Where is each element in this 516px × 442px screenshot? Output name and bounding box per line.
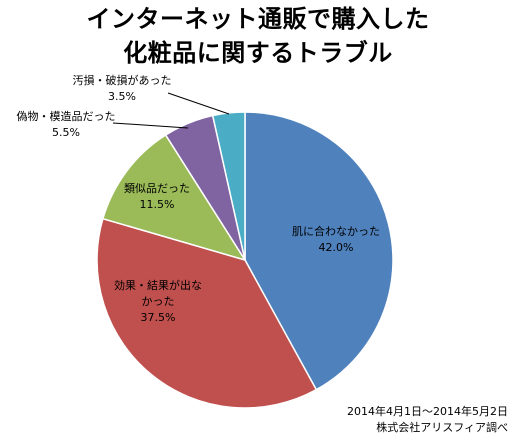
slice-value-label-4: 5.5% [52, 126, 80, 139]
slice-value-label-2: 37.5% [141, 311, 176, 324]
slice-category-label-3-1: 類似品だった [124, 182, 190, 195]
slice-value-label-1: 42.0% [319, 241, 354, 254]
pie-slice-1 [244, 111, 394, 391]
slice-value-label-5: 3.5% [108, 90, 136, 103]
slice-category-label-5-1: 汚損・破損があった [73, 73, 172, 87]
chart-title-line-2: 化粧品に関するトラブル [123, 39, 393, 67]
slice-category-label-2-1: 効果・結果が出な [114, 278, 202, 292]
survey-period: 2014年4月1日～2014年5月2日 [347, 405, 508, 418]
pie-slice-5 [211, 111, 246, 261]
pie-slice-3 [101, 134, 247, 262]
survey-source: 株式会社アリスフィア調べ [376, 421, 508, 434]
leader-line-4 [112, 122, 189, 129]
leader-line-5 [167, 92, 230, 115]
chart-title-line-1: インターネット通販で購入した [86, 5, 430, 33]
slice-category-label-1-1: 肌に合わなかった [292, 224, 380, 238]
slice-value-label-3: 11.5% [140, 198, 175, 211]
slice-category-label-4-1: 偽物・模造品だった [17, 109, 116, 123]
pie-slice-2 [96, 217, 318, 409]
slice-category-label-2-2: かった [142, 295, 175, 308]
